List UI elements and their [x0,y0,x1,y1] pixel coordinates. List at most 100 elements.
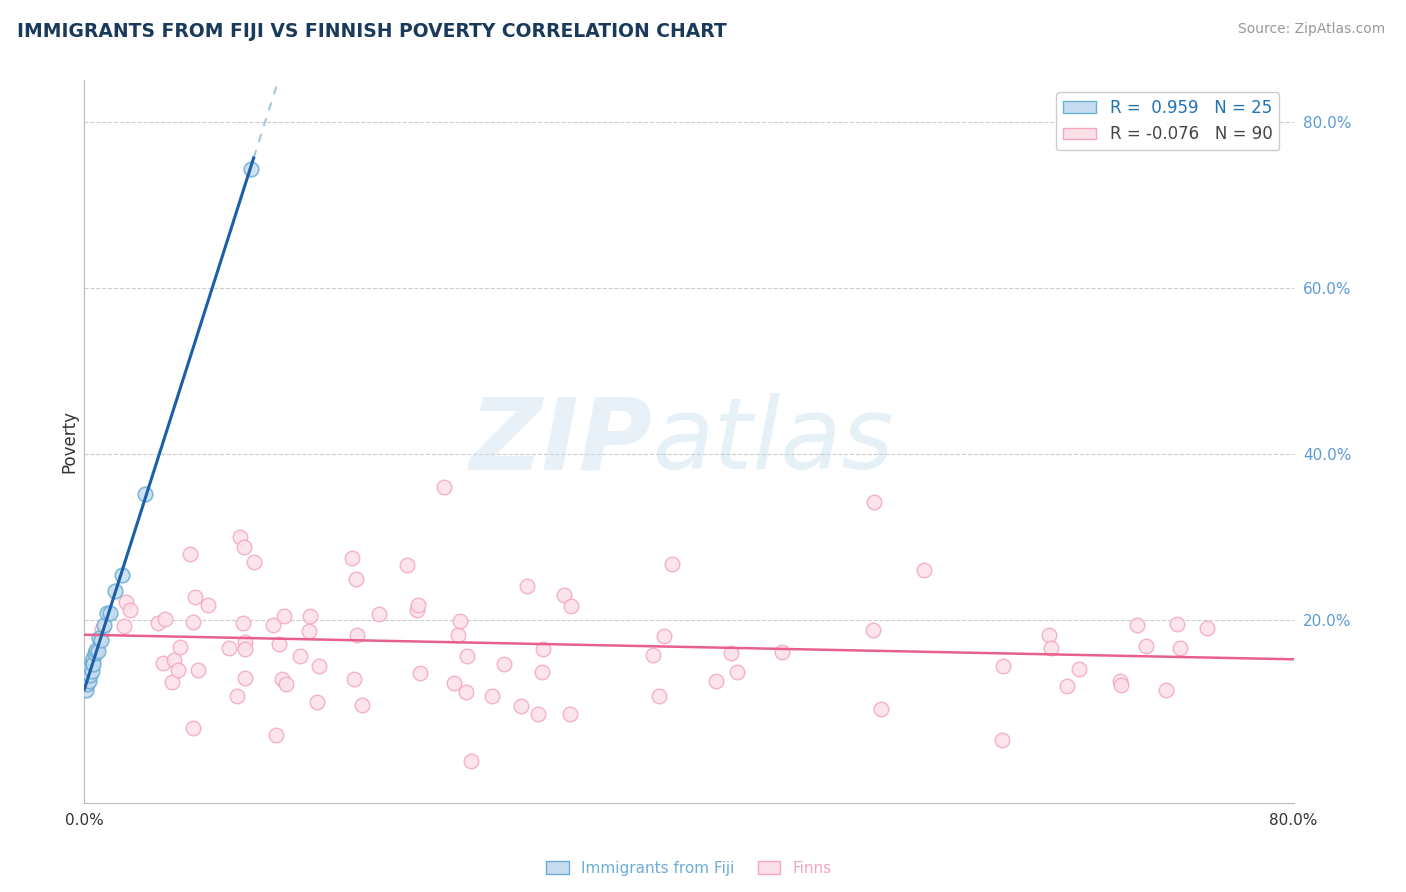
Point [460,754,482,768]
Point [1154,682,1177,697]
Point [89,632,111,646]
Point [409,665,432,680]
Point [87,643,110,657]
Point [298,608,321,623]
Point [344,572,367,586]
Point [229,530,252,544]
Text: atlas: atlas [652,393,894,490]
Point [443,675,465,690]
Point [1108,673,1130,688]
Point [449,614,471,628]
Point [266,728,288,742]
Point [1038,628,1060,642]
Point [90,633,112,648]
Point [84,646,107,660]
Legend: Immigrants from Fiji, Finns: Immigrants from Fiji, Finns [540,855,838,882]
Point [80,664,103,678]
Point [346,628,368,642]
Point [181,721,204,735]
Point [93,617,115,632]
Point [118,603,141,617]
Point [233,642,256,657]
Point [343,672,366,686]
Point [305,694,328,708]
Point [77,674,100,689]
Point [406,598,429,612]
Point [533,641,555,656]
Point [90,623,112,637]
Point [232,615,254,630]
Point [163,653,186,667]
Text: IMMIGRANTS FROM FIJI VS FINNISH POVERTY CORRELATION CHART: IMMIGRANTS FROM FIJI VS FINNISH POVERTY … [17,22,727,41]
Point [367,607,389,622]
Point [527,706,550,721]
Point [863,494,886,508]
Point [167,664,190,678]
Point [350,698,373,712]
Point [862,624,884,638]
Point [912,563,935,577]
Point [76,667,98,681]
Point [456,648,478,663]
Point [725,665,748,680]
Point [433,480,456,494]
Point [1067,662,1090,676]
Point [82,657,104,672]
Point [77,665,100,680]
Point [146,615,169,630]
Point [267,636,290,650]
Point [134,487,156,501]
Point [288,649,311,664]
Point [991,733,1014,747]
Point [991,658,1014,673]
Point [492,657,515,672]
Point [395,558,418,572]
Point [558,707,581,722]
Point [770,645,793,659]
Point [104,584,127,599]
Point [75,683,97,698]
Point [181,615,204,629]
Point [1111,678,1133,692]
Point [160,675,183,690]
Point [720,646,742,660]
Point [235,671,257,685]
Point [242,555,264,569]
Point [704,673,727,688]
Point [516,579,538,593]
Point [1056,679,1078,693]
Point [298,624,321,638]
Point [96,607,118,621]
Point [531,665,554,680]
Point [446,628,468,642]
Point [509,698,531,713]
Point [218,641,240,656]
Point [179,547,201,561]
Point [262,618,284,632]
Point [98,606,121,620]
Point [553,588,575,602]
Y-axis label: Poverty: Poverty [60,410,79,473]
Point [308,658,330,673]
Point [1040,641,1063,656]
Point [76,676,98,690]
Point [225,689,247,703]
Point [187,663,209,677]
Point [86,642,108,657]
Point [1166,616,1188,631]
Point [456,685,478,699]
Point [641,648,664,662]
Point [112,619,135,633]
Point [340,550,363,565]
Point [233,635,256,649]
Text: ZIP: ZIP [470,393,652,490]
Point [648,690,671,704]
Point [270,672,292,686]
Point [652,629,675,643]
Point [239,162,262,177]
Point [869,702,891,716]
Point [1135,639,1157,653]
Point [661,557,683,571]
Point [273,609,295,624]
Point [183,590,205,604]
